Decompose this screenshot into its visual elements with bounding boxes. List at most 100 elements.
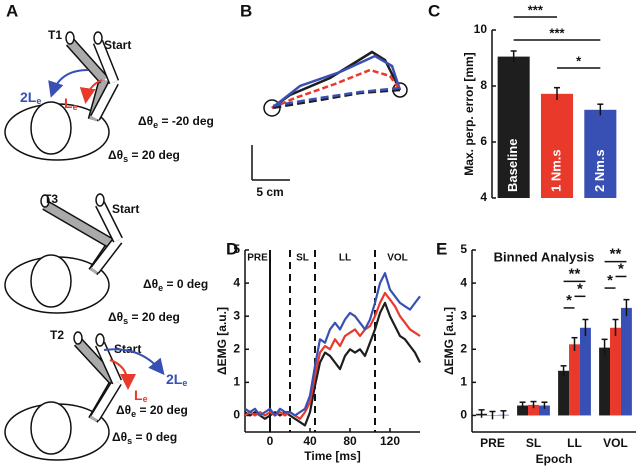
label: Δθe = 20 deg [116, 403, 188, 419]
hand-target [65, 31, 75, 45]
y-axis-label: Max. perp. error [mm] [462, 52, 476, 175]
x-tick-label: LL [567, 436, 582, 450]
bar-label: Baseline [505, 139, 520, 192]
bar [620, 307, 632, 416]
label-sub: s [123, 316, 128, 326]
label-rest: = 0 deg [163, 277, 208, 291]
scale-bar [251, 145, 290, 181]
target-label: T3 [44, 192, 58, 206]
epoch-label: VOL [387, 253, 408, 264]
epoch-label: LL [339, 253, 351, 264]
label-sub: e [158, 283, 163, 293]
head [30, 101, 72, 155]
bar [528, 404, 539, 416]
arm-segment [96, 342, 121, 384]
label: Le [64, 95, 78, 113]
label: Δθs = 20 deg [108, 310, 180, 326]
x-tick-label: PRE [480, 436, 505, 450]
epoch-label: PRE [247, 253, 268, 264]
chart-title: Binned Analysis [494, 249, 595, 264]
bar [517, 405, 529, 416]
y-tick-label: 4 [460, 275, 467, 289]
label: Le [134, 387, 148, 405]
label-main: Δθ [143, 277, 158, 291]
hand-target [95, 333, 105, 347]
x-tick-label: 40 [303, 434, 317, 448]
hand-target [95, 193, 105, 207]
y-tick-label: 3 [233, 308, 240, 322]
y-tick-label: 1 [460, 375, 467, 389]
y-tick-label: 4 [233, 275, 240, 289]
label-sub: e [182, 378, 187, 388]
label-main: Δθ [116, 403, 131, 417]
panel-label: A [6, 1, 18, 20]
label-sub: e [131, 409, 136, 419]
panel-label: D [226, 239, 238, 258]
label-main: Δθ [112, 430, 127, 444]
hand-target [73, 331, 83, 345]
head [30, 254, 72, 308]
bar [540, 93, 574, 198]
label-sub: s [127, 436, 132, 446]
label-main: Δθ [108, 310, 123, 324]
bar-label: 1 Nm.s [548, 149, 563, 192]
significance-stars: * [566, 292, 572, 309]
rotation-arrow [103, 348, 165, 376]
y-tick-label: 0 [233, 408, 240, 422]
label-main: Δθ [138, 114, 153, 128]
label: 2Le [166, 371, 187, 389]
label-sub: e [36, 96, 41, 106]
trajectories [263, 50, 408, 117]
y-tick-label: 3 [460, 308, 467, 322]
significance-stars: * [618, 260, 624, 277]
x-tick-label: VOL [603, 436, 628, 450]
rotation-arrow [109, 359, 136, 390]
series-line [244, 291, 421, 420]
x-tick-label: 0 [267, 434, 274, 448]
hand-target [93, 31, 103, 45]
significance-stars: ** [569, 265, 581, 282]
label-rest: = 20 deg [128, 148, 180, 162]
label-rest: = -20 deg [158, 114, 214, 128]
scale-label: 5 cm [256, 185, 283, 199]
significance-stars: * [577, 280, 583, 297]
start-label: Start [104, 38, 131, 52]
y-tick-label: 2 [233, 341, 240, 355]
target-label: T2 [50, 328, 64, 342]
label-sub: e [153, 120, 158, 130]
arm-segment [42, 201, 115, 248]
significance-stars: * [607, 272, 613, 289]
label: 2Le [20, 89, 41, 107]
label-main: 2L [166, 371, 183, 387]
label-rest: = 0 deg [132, 430, 177, 444]
significance-stars: * [576, 53, 582, 68]
label-sub: e [143, 394, 148, 404]
label-rest: = 20 deg [128, 310, 180, 324]
label-rest: = 20 deg [136, 403, 188, 417]
label-main: 2L [20, 89, 37, 105]
label-sub: s [123, 154, 128, 164]
series-line [244, 301, 421, 427]
bar-label: 2 Nm.s [592, 149, 607, 192]
y-tick-label: 8 [480, 78, 487, 92]
target-label: T1 [48, 28, 62, 42]
bar [569, 344, 580, 416]
label: Δθe = -20 deg [138, 114, 214, 130]
label: Δθs = 0 deg [112, 430, 177, 446]
y-tick-label: 0 [460, 408, 467, 422]
label-sub: e [73, 102, 78, 112]
arm-segment [96, 202, 122, 242]
arm-segment [67, 39, 107, 83]
epoch-label: SL [296, 253, 309, 264]
x-axis-label: Time [ms] [304, 449, 360, 463]
panel-label: C [428, 1, 440, 20]
y-tick-label: 10 [474, 22, 488, 36]
label-main: L [134, 387, 143, 403]
bar [538, 405, 550, 416]
panel-label: E [436, 239, 447, 258]
bar [497, 56, 530, 198]
x-tick-label: 80 [343, 434, 357, 448]
y-tick-label: 1 [233, 375, 240, 389]
